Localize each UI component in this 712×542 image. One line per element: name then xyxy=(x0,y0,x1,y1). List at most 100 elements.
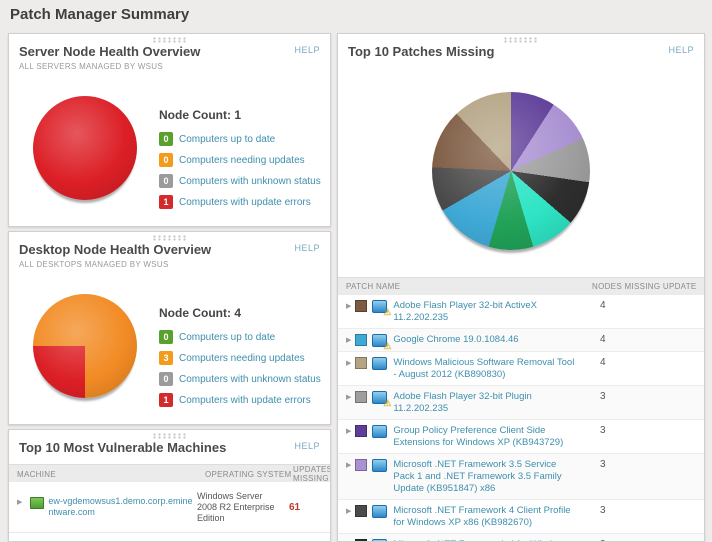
column-header-nodes-missing: NODES MISSING UPDATE xyxy=(592,282,697,291)
table-row: ▶ ⚠ Adobe Flash Player 32-bit Plugin 11.2.… xyxy=(338,386,704,420)
count-badge: 0 xyxy=(159,132,173,146)
patch-name-link[interactable]: Adobe Flash Player 32-bit Plugin 11.2.20… xyxy=(393,391,532,414)
count-badge: 0 xyxy=(159,330,173,344)
nodes-missing-count: 4 xyxy=(600,300,606,311)
patch-update-icon xyxy=(372,425,388,438)
help-link[interactable]: HELP xyxy=(668,45,694,55)
series-color-swatch xyxy=(355,391,368,403)
update-package-icon xyxy=(372,425,388,438)
update-package-icon xyxy=(372,300,388,313)
legend-link[interactable]: Computers needing updates xyxy=(179,154,305,166)
patch-name-link[interactable]: Microsoft .NET Framework 4 for Windows X… xyxy=(393,539,586,541)
count-badge: 1 xyxy=(159,195,173,209)
expand-chevron-icon[interactable]: ▶ xyxy=(346,508,352,515)
legend-link[interactable]: Computers with update errors xyxy=(179,394,311,406)
patch-name-link[interactable]: Windows Malicious Software Removal Tool … xyxy=(393,357,575,380)
series-color-swatch xyxy=(355,300,368,312)
patch-name-link[interactable]: Google Chrome 19.0.1084.46 xyxy=(393,334,519,345)
panel-desktop-node-health: HELP Desktop Node Health Overview ALL DE… xyxy=(8,231,331,425)
patches-table-header: PATCH NAME NODES MISSING UPDATE xyxy=(338,277,704,296)
drag-handle-icon[interactable] xyxy=(151,433,188,439)
nodes-missing-count: 3 xyxy=(600,459,606,470)
nodes-missing-count: 4 xyxy=(600,334,606,345)
computer-icon xyxy=(30,497,45,509)
table-row: ▶ ew-vgdemowsus1.demo.corp.eminentware.co… xyxy=(9,482,330,533)
machine-link[interactable]: ew-vgdemowsus1.demo.corp.eminentware.com xyxy=(48,496,193,517)
machine-cell: ▶ ew-vgdemowsus1.demo.corp.eminentware.co… xyxy=(17,496,197,518)
column-header-patch-name: PATCH NAME xyxy=(346,282,401,291)
patch-update-icon xyxy=(372,357,388,370)
legend-link[interactable]: Computers with unknown status xyxy=(179,373,321,385)
panel-top-vulnerable-machines: HELP Top 10 Most Vulnerable Machines MAC… xyxy=(8,429,331,542)
expand-chevron-icon[interactable]: ▶ xyxy=(346,394,352,401)
node-count-label: Node Count: 1 xyxy=(159,108,241,122)
series-color-swatch xyxy=(355,334,368,346)
expand-chevron-icon[interactable]: ▶ xyxy=(346,462,352,469)
patch-update-icon: ⚠ xyxy=(372,391,391,408)
patch-name-link[interactable]: Group Policy Preference Client Side Exte… xyxy=(393,425,564,448)
patch-name-link[interactable]: Adobe Flash Player 32-bit ActiveX 11.2.2… xyxy=(393,300,538,323)
expand-chevron-icon[interactable]: ▶ xyxy=(346,337,352,344)
count-badge: 3 xyxy=(159,351,173,365)
legend-item: 1 Computers with update errors xyxy=(159,195,321,209)
update-package-icon xyxy=(372,357,388,370)
panel-subtitle: ALL SERVERS MANAGED BY WSUS xyxy=(19,62,163,71)
count-badge: 1 xyxy=(159,393,173,407)
table-row: ▶ Group Policy Preference Client Side Ext… xyxy=(338,420,704,454)
table-row: ▶ Microsoft .NET Framework 3.5 Service Pa… xyxy=(338,454,704,500)
expand-chevron-icon[interactable]: ▶ xyxy=(346,360,352,367)
panel-subtitle: ALL DESKTOPS MANAGED BY WSUS xyxy=(19,260,169,269)
table-row: ▶ Windows Malicious Software Removal Tool… xyxy=(338,352,704,386)
legend-link[interactable]: Computers up to date xyxy=(179,331,276,343)
page-title: Patch Manager Summary xyxy=(10,6,190,23)
drag-handle-icon[interactable] xyxy=(151,37,188,43)
drag-handle-icon[interactable] xyxy=(151,235,188,241)
patch-name-link[interactable]: Microsoft .NET Framework 3.5 Service Pac… xyxy=(393,459,562,494)
column-header-machine: MACHINE xyxy=(17,469,56,479)
panel-title: Top 10 Most Vulnerable Machines xyxy=(19,440,227,455)
panel-top-patches-missing: HELP Top 10 Patches Missing PATCH NAME N… xyxy=(337,33,705,542)
legend-link[interactable]: Computers up to date xyxy=(179,133,276,145)
update-package-icon xyxy=(372,505,388,518)
nodes-missing-count: 3 xyxy=(600,391,606,402)
panel-title: Desktop Node Health Overview xyxy=(19,242,212,257)
help-link[interactable]: HELP xyxy=(294,441,320,451)
nodes-missing-count: 4 xyxy=(600,357,606,368)
legend-link[interactable]: Computers with unknown status xyxy=(179,175,321,187)
expand-chevron-icon[interactable]: ▶ xyxy=(346,303,352,310)
table-row: ▶ Microsoft .NET Framework 4 Client Profi… xyxy=(338,500,704,534)
expand-chevron-icon[interactable]: ▶ xyxy=(346,428,352,435)
update-package-icon xyxy=(372,539,388,541)
column-header-updates-missing: UPDATES MISSING xyxy=(293,465,331,483)
patch-update-icon: ⚠ xyxy=(372,300,391,317)
expand-chevron-icon[interactable]: ▶ xyxy=(17,499,23,506)
patch-update-icon xyxy=(372,505,388,518)
node-count-label: Node Count: 4 xyxy=(159,306,241,320)
table-row: ▶ ⚠ Google Chrome 19.0.1084.46 4 xyxy=(338,329,704,352)
drag-handle-icon[interactable] xyxy=(503,37,539,43)
server-health-pie-chart xyxy=(33,96,137,200)
legend-item: 0 Computers with unknown status xyxy=(159,372,321,386)
update-package-icon xyxy=(372,459,388,472)
series-color-swatch xyxy=(355,505,368,517)
legend-item: 0 Computers needing updates xyxy=(159,153,321,167)
panel-title: Top 10 Patches Missing xyxy=(348,44,495,59)
help-link[interactable]: HELP xyxy=(294,45,320,55)
legend-link[interactable]: Computers needing updates xyxy=(179,352,305,364)
patch-name-link[interactable]: Microsoft .NET Framework 4 Client Profil… xyxy=(393,505,571,528)
panel-server-node-health: HELP Server Node Health Overview ALL SER… xyxy=(8,33,331,227)
legend-link[interactable]: Computers with update errors xyxy=(179,196,311,208)
table-row: ▶ ⚠ Adobe Flash Player 32-bit ActiveX 11.2… xyxy=(338,295,704,329)
warning-overlay-icon: ⚠ xyxy=(383,307,392,317)
legend-item: 0 Computers up to date xyxy=(159,330,321,344)
nodes-missing-count: 3 xyxy=(586,539,704,541)
series-color-swatch xyxy=(355,539,368,541)
os-cell: Windows Server 2008 R2 Enterprise Editio… xyxy=(197,490,275,523)
patch-update-icon xyxy=(372,539,388,541)
desktop-health-pie-chart xyxy=(33,294,137,398)
nodes-missing-count: 3 xyxy=(600,505,606,516)
help-link[interactable]: HELP xyxy=(294,243,320,253)
legend-item: 1 Computers with update errors xyxy=(159,393,321,407)
panel-title: Server Node Health Overview xyxy=(19,44,201,59)
table-row: Windows 7 xyxy=(9,533,330,541)
